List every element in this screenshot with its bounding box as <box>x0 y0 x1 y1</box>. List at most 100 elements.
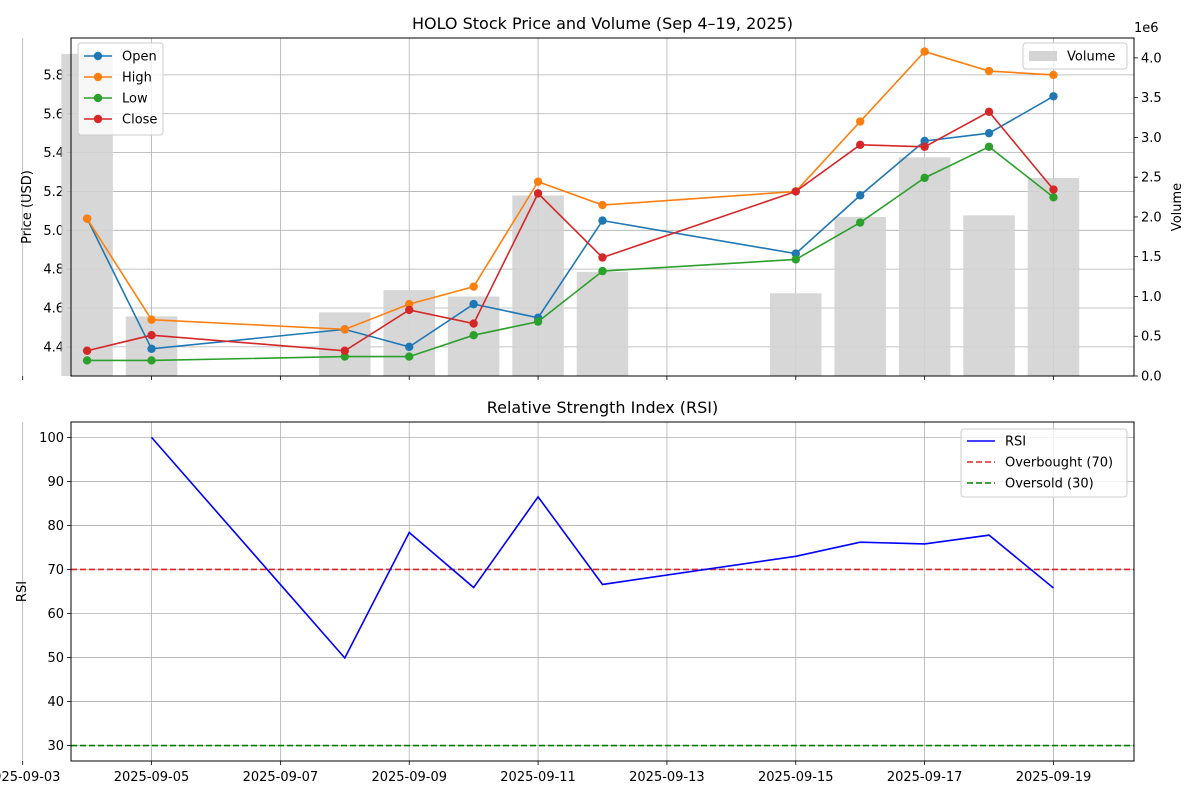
volume-y-tick-label: 1.5 <box>1141 250 1162 265</box>
rsi-legend: RSI Overbought (70) Oversold (30) <box>960 428 1128 498</box>
volume-y-tick-label: 2.5 <box>1141 171 1162 186</box>
point-high <box>855 117 865 126</box>
volume-y-tick-label: 3.0 <box>1141 131 1162 146</box>
rsi-y-tick-label: 30 <box>47 739 64 754</box>
point-close <box>1049 185 1058 194</box>
point-close <box>920 142 929 151</box>
price-y-axis-label: Price (USD) <box>20 170 35 244</box>
point-open <box>147 344 156 354</box>
legend-label: Open <box>122 50 157 65</box>
x-tick-label: 2025-09-09 <box>371 770 447 785</box>
price-y-tick-label: 5.8 <box>43 68 64 83</box>
legend-swatch-marker <box>93 51 103 61</box>
point-low <box>791 255 800 264</box>
series-line-low <box>87 145 1054 362</box>
price-y-tick-label: 4.8 <box>43 263 64 278</box>
point-close <box>147 331 156 340</box>
point-high <box>920 47 929 56</box>
point-low <box>469 331 478 340</box>
rsi-y-tick-label: 70 <box>47 563 64 578</box>
price-legend-box <box>77 42 164 136</box>
point-high <box>147 315 156 324</box>
volume-bar <box>512 195 564 376</box>
legend-swatch-bar <box>1029 51 1057 61</box>
rsi-chart-title: Relative Strength Index (RSI) <box>487 398 719 417</box>
legend-label: Overbought (70) <box>1005 456 1113 471</box>
point-high <box>1049 70 1058 80</box>
price-volume-panel: 4.4 4.6 4.8 5.0 5.2 5.4 5.6 5.8 0.0 0.5 1.0 1.5 2.0 2… <box>20 14 1185 385</box>
x-tick-label: 2025-09-19 <box>1016 770 1092 785</box>
volume-y-tick-label: 0.0 <box>1141 370 1162 385</box>
volume-y-tick-label: 2.0 <box>1141 210 1162 225</box>
price-y-tick-label: 4.6 <box>43 302 64 317</box>
point-open <box>1049 92 1058 101</box>
point-close <box>533 189 543 198</box>
legend-swatch-marker <box>93 93 103 103</box>
point-low <box>82 356 92 365</box>
volume-bar <box>834 216 886 376</box>
point-open <box>598 216 607 225</box>
point-high <box>533 177 543 186</box>
point-low <box>340 352 350 361</box>
point-low <box>1049 193 1058 202</box>
series-line-close <box>86 110 1055 352</box>
point-open <box>920 136 929 146</box>
point-high <box>82 214 92 223</box>
x-tick-label: 2025-09-07 <box>243 770 319 785</box>
price-y-tick-label: 5.6 <box>43 107 64 122</box>
rsi-y-tick-label: 80 <box>47 519 64 534</box>
rsi-line <box>150 436 1054 660</box>
rsi-y-tick-label: 90 <box>47 475 64 490</box>
point-open <box>984 128 994 138</box>
legend-label: RSI <box>1005 435 1026 450</box>
point-close <box>405 305 414 315</box>
volume-y-tick-label: 4.0 <box>1141 51 1162 66</box>
price-y-tick-label: 5.0 <box>43 224 64 239</box>
volume-y-tick-label: 0.5 <box>1141 330 1162 345</box>
point-close <box>791 187 800 196</box>
rsi-legend-box <box>960 428 1128 498</box>
point-open <box>469 299 478 309</box>
rsi-y-tick-label: 40 <box>47 695 64 710</box>
point-low <box>855 218 865 227</box>
volume-bar <box>1027 177 1080 376</box>
point-open <box>791 249 800 258</box>
point-high <box>984 66 994 76</box>
point-high <box>598 200 607 210</box>
point-close <box>855 140 865 150</box>
rsi-y-tick-label: 50 <box>47 651 64 666</box>
volume-bar <box>898 157 951 376</box>
point-high <box>340 325 350 334</box>
point-close <box>82 346 92 355</box>
point-high <box>469 282 478 291</box>
legend-label: High <box>122 71 152 86</box>
rsi-y-axis-label: RSI <box>15 581 30 602</box>
series-line-high <box>86 50 1054 331</box>
legend-swatch-marker <box>93 114 103 124</box>
series-line-open <box>86 95 1054 350</box>
volume-y-tick-label: 3.5 <box>1141 91 1162 106</box>
volume-legend-box <box>1022 42 1128 70</box>
rsi-y-tick-label: 60 <box>47 607 64 622</box>
x-tick-label: 2025-09-17 <box>887 770 963 785</box>
price-chart-title: HOLO Stock Price and Volume (Sep 4–19, 2… <box>412 14 793 33</box>
rsi-panel: 2025-09-03 2025-09-05 2025-09-07 2025-09-09… <box>0 398 1135 785</box>
rsi-plot-area <box>71 422 1134 761</box>
price-y-tick-label: 4.4 <box>43 340 64 355</box>
point-low <box>920 173 929 183</box>
x-tick-label: 2025-09-13 <box>629 770 705 785</box>
legend-label: Low <box>122 92 148 107</box>
x-tick-label: 2025-09-11 <box>500 770 576 785</box>
legend-label: Volume <box>1067 50 1115 65</box>
x-tick-label: 2025-09-03 <box>0 770 60 785</box>
point-close <box>469 319 478 328</box>
volume-bar <box>963 215 1015 376</box>
point-low <box>405 352 414 361</box>
volume-offset-text: 1e6 <box>1134 21 1159 36</box>
legend-swatch-marker <box>93 72 103 82</box>
legend-label: Close <box>122 113 157 128</box>
volume-y-axis-label: Volume <box>1170 183 1185 231</box>
volume-bar <box>770 293 822 376</box>
rsi-axes-border <box>70 421 1135 762</box>
